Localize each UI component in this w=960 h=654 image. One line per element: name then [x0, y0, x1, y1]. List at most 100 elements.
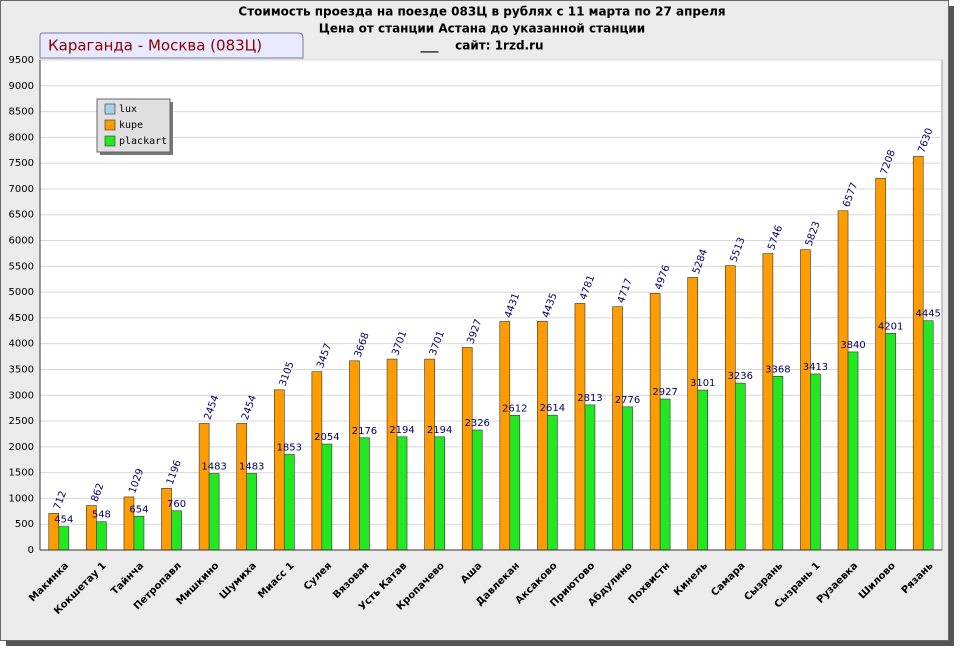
bar: [659, 398, 671, 551]
bar: [273, 389, 285, 551]
value-label: 2176: [352, 426, 377, 437]
bar: [208, 473, 220, 551]
value-label: 2927: [652, 387, 677, 398]
value-label: 454: [54, 515, 73, 526]
legend-swatch: [104, 103, 116, 115]
value-label: 3236: [728, 371, 753, 382]
bar: [574, 303, 586, 551]
y-tick-label: 2000: [9, 442, 34, 453]
bar: [697, 389, 709, 551]
value-label: 760: [167, 499, 186, 510]
y-tick-label: 5000: [9, 287, 34, 298]
legend-swatch: [104, 119, 116, 131]
chart-subtitle: Цена от станции Астана до указанной стан…: [319, 22, 645, 36]
bar: [311, 371, 323, 551]
y-tick-label: 4500: [9, 313, 34, 324]
bar: [161, 488, 172, 551]
bar: [396, 436, 408, 551]
value-label: 2813: [577, 393, 602, 404]
value-label: 2326: [464, 418, 489, 429]
bar: [283, 454, 295, 551]
bar: [537, 320, 548, 551]
bar: [434, 436, 445, 551]
legend-label: kupe: [119, 120, 143, 131]
y-tick-label: 0: [28, 545, 34, 556]
y-tick-label: 9500: [9, 55, 34, 66]
bar: [810, 373, 821, 551]
label-tab: [39, 32, 304, 59]
y-tick-label: 6000: [9, 236, 34, 247]
legend-label: plackart: [119, 136, 167, 147]
value-label: 3101: [690, 378, 715, 389]
bar: [622, 406, 633, 551]
y-tick-label: 3000: [9, 390, 34, 401]
y-tick-label: 8500: [9, 107, 34, 118]
bar: [96, 521, 107, 551]
value-label: 4201: [878, 321, 903, 332]
bar: [349, 360, 360, 551]
bar: [198, 423, 210, 551]
bar: [509, 414, 521, 551]
bar: [424, 358, 435, 551]
bar: [471, 429, 483, 551]
y-tick-label: 6500: [9, 210, 34, 221]
bar: [246, 473, 258, 551]
bar: [584, 404, 596, 551]
chart-source: ___ сайт: 1rzd.ru: [420, 39, 543, 54]
value-label: 2776: [615, 395, 640, 406]
bar: [837, 210, 849, 551]
y-tick-label: 1000: [9, 493, 34, 504]
legend-swatch: [104, 135, 116, 147]
bar: [236, 423, 248, 551]
bar: [847, 351, 859, 551]
value-label: 2614: [540, 403, 565, 414]
value-label: 654: [129, 504, 148, 515]
y-tick-label: 4000: [9, 339, 34, 350]
y-tick-label: 9000: [9, 81, 34, 92]
bar: [58, 526, 70, 551]
value-label: 2612: [502, 403, 527, 414]
bar: [133, 515, 145, 551]
value-label: 2194: [427, 425, 452, 436]
legend-label: lux: [119, 104, 137, 115]
bar: [499, 321, 511, 551]
bar: [547, 414, 558, 551]
y-tick-label: 2500: [9, 416, 34, 427]
chart-title: Стоимость проезда на поезде 083Ц в рубля…: [238, 5, 725, 19]
value-label: 1483: [239, 462, 264, 473]
bar: [734, 382, 746, 551]
value-label: 3840: [840, 340, 865, 351]
y-tick-label: 8000: [9, 132, 34, 143]
bar: [386, 358, 398, 551]
y-tick-label: 500: [15, 519, 34, 530]
value-label: 1483: [201, 462, 226, 473]
bar: [171, 510, 182, 551]
value-label: 3413: [803, 362, 828, 373]
y-tick-label: 7500: [9, 158, 34, 169]
value-label: 4445: [915, 309, 940, 320]
bar: [321, 443, 333, 551]
bar: [875, 177, 886, 551]
bar: [724, 265, 736, 551]
bar: [922, 320, 934, 551]
bar: [885, 333, 896, 551]
value-label: 2194: [389, 425, 414, 436]
chart-label: Караганда - Москва (083Ц): [48, 37, 262, 55]
bar: [461, 347, 473, 551]
bar: [649, 293, 661, 551]
y-tick-label: 7000: [9, 184, 34, 195]
bar: [772, 375, 784, 551]
bar: [912, 156, 924, 551]
y-tick-label: 1500: [9, 468, 34, 479]
bar: [687, 277, 699, 551]
value-label: 548: [92, 510, 111, 521]
bar: [800, 249, 811, 551]
y-tick-label: 5500: [9, 261, 34, 272]
value-label: 1853: [277, 442, 302, 453]
bar: [359, 437, 370, 551]
bar: [762, 253, 774, 551]
value-label: 3368: [765, 364, 790, 375]
y-tick-label: 3500: [9, 364, 34, 375]
